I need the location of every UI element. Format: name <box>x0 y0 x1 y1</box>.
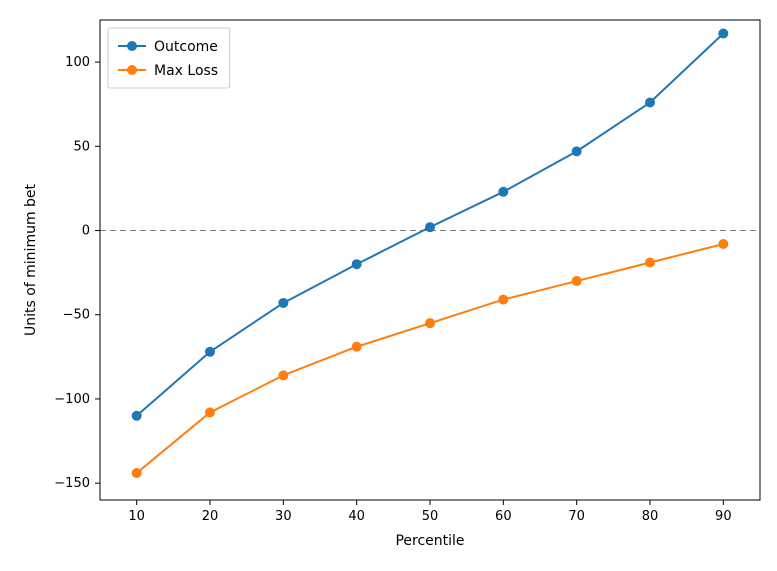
x-tick-label: 80 <box>642 509 659 524</box>
legend-label-0: Outcome <box>154 39 218 55</box>
series-marker-0 <box>572 146 582 156</box>
x-tick-label: 60 <box>495 509 512 524</box>
x-tick-label: 70 <box>568 509 585 524</box>
series-marker-1 <box>352 342 362 352</box>
series-marker-0 <box>718 28 728 38</box>
line-chart: 10 20 30 40 50 60 70 80 90 −150 −100 −50 0 50 100 Perce… <box>0 0 777 571</box>
series-marker-1 <box>572 276 582 286</box>
series-marker-1 <box>278 370 288 380</box>
y-tick-label: −150 <box>54 476 90 491</box>
y-tick-label: 100 <box>65 55 90 70</box>
x-tick-label: 90 <box>715 509 732 524</box>
y-tick-label: 50 <box>73 139 90 154</box>
series-marker-0 <box>645 98 655 108</box>
series-marker-0 <box>352 259 362 269</box>
series-marker-0 <box>278 298 288 308</box>
series-marker-1 <box>132 468 142 478</box>
series-marker-1 <box>425 318 435 328</box>
x-axis-label: Percentile <box>395 533 464 549</box>
x-tick-label: 30 <box>275 509 292 524</box>
x-tick-label: 40 <box>348 509 365 524</box>
series-marker-0 <box>205 347 215 357</box>
y-tick-label: 0 <box>82 224 90 239</box>
legend-swatch-marker-1 <box>127 65 137 75</box>
series-marker-1 <box>205 407 215 417</box>
x-tick-label: 50 <box>422 509 439 524</box>
x-tick-label: 20 <box>202 509 219 524</box>
y-tick-label: −100 <box>54 392 90 407</box>
series-marker-1 <box>498 295 508 305</box>
series-marker-1 <box>718 239 728 249</box>
y-tick-label: −50 <box>63 308 90 323</box>
series-marker-0 <box>132 411 142 421</box>
legend-label-1: Max Loss <box>154 63 218 79</box>
series-marker-0 <box>425 222 435 232</box>
chart-svg: 10 20 30 40 50 60 70 80 90 −150 −100 −50 0 50 100 Perce… <box>0 0 777 571</box>
series-marker-0 <box>498 187 508 197</box>
legend-swatch-marker-0 <box>127 41 137 51</box>
series-marker-1 <box>645 258 655 268</box>
x-tick-label: 10 <box>128 509 145 524</box>
legend-frame <box>108 28 230 88</box>
y-axis-label: Units of minimum bet <box>23 183 39 336</box>
